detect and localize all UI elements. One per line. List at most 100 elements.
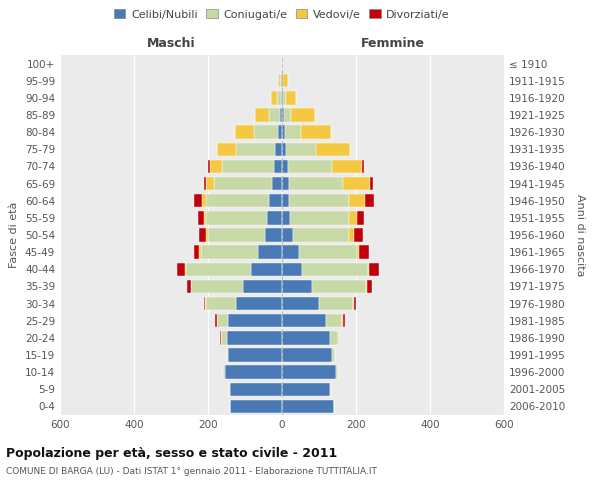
- Bar: [199, 246, 200, 259]
- Bar: [215, 314, 217, 328]
- Bar: [205, 297, 206, 310]
- Bar: [230, 400, 282, 413]
- Bar: [258, 246, 282, 259]
- Bar: [354, 297, 356, 310]
- Bar: [282, 211, 290, 224]
- Bar: [199, 211, 204, 224]
- Bar: [282, 382, 330, 396]
- Bar: [286, 142, 316, 156]
- Bar: [311, 280, 367, 293]
- Bar: [291, 108, 316, 122]
- Bar: [224, 366, 282, 379]
- Bar: [282, 160, 287, 173]
- Bar: [223, 366, 224, 379]
- Bar: [199, 228, 206, 241]
- Bar: [265, 228, 282, 241]
- Bar: [299, 246, 357, 259]
- Bar: [204, 211, 206, 224]
- Legend: Celibi/Nubili, Coniugati/e, Vedovi/e, Divorziati/e: Celibi/Nubili, Coniugati/e, Vedovi/e, Di…: [110, 5, 454, 24]
- Bar: [286, 91, 296, 104]
- Bar: [368, 262, 370, 276]
- Bar: [357, 211, 364, 224]
- Bar: [284, 108, 291, 122]
- Bar: [206, 194, 269, 207]
- Bar: [255, 108, 269, 122]
- Bar: [342, 314, 343, 328]
- Bar: [282, 142, 286, 156]
- Bar: [282, 126, 285, 139]
- Bar: [319, 297, 353, 310]
- Bar: [177, 262, 185, 276]
- Text: Popolazione per età, sesso e stato civile - 2011: Popolazione per età, sesso e stato civil…: [6, 448, 337, 460]
- Bar: [277, 91, 281, 104]
- Bar: [365, 194, 374, 207]
- Bar: [236, 297, 282, 310]
- Bar: [229, 314, 282, 328]
- Bar: [353, 297, 354, 310]
- Bar: [187, 280, 191, 293]
- Bar: [194, 246, 199, 259]
- Bar: [227, 348, 229, 362]
- Bar: [289, 177, 343, 190]
- Bar: [349, 228, 354, 241]
- Bar: [194, 194, 202, 207]
- Bar: [282, 262, 302, 276]
- Bar: [282, 366, 335, 379]
- Bar: [206, 177, 214, 190]
- Bar: [275, 142, 282, 156]
- Bar: [343, 314, 344, 328]
- Text: Femmine: Femmine: [361, 37, 425, 50]
- Bar: [271, 91, 277, 104]
- Bar: [236, 142, 275, 156]
- Bar: [330, 331, 338, 344]
- Bar: [202, 194, 206, 207]
- Y-axis label: Fasce di età: Fasce di età: [10, 202, 19, 268]
- Bar: [316, 142, 350, 156]
- Bar: [206, 297, 236, 310]
- Bar: [367, 280, 372, 293]
- Bar: [208, 160, 210, 173]
- Bar: [357, 246, 359, 259]
- Bar: [282, 314, 326, 328]
- Bar: [254, 126, 278, 139]
- Bar: [283, 74, 288, 88]
- Bar: [285, 126, 301, 139]
- Bar: [217, 142, 236, 156]
- Bar: [370, 177, 373, 190]
- Bar: [281, 91, 282, 104]
- Bar: [229, 348, 282, 362]
- Bar: [332, 348, 335, 362]
- Bar: [267, 211, 282, 224]
- Bar: [282, 348, 332, 362]
- Bar: [282, 280, 311, 293]
- Bar: [370, 262, 379, 276]
- Bar: [243, 280, 282, 293]
- Bar: [282, 194, 289, 207]
- Bar: [282, 246, 299, 259]
- Bar: [282, 331, 330, 344]
- Bar: [222, 160, 274, 173]
- Y-axis label: Anni di nascita: Anni di nascita: [575, 194, 585, 276]
- Bar: [280, 108, 282, 122]
- Bar: [204, 177, 206, 190]
- Bar: [272, 177, 282, 190]
- Bar: [230, 382, 282, 396]
- Bar: [208, 228, 265, 241]
- Bar: [330, 382, 331, 396]
- Bar: [206, 211, 267, 224]
- Bar: [283, 91, 286, 104]
- Bar: [206, 228, 208, 241]
- Bar: [282, 91, 283, 104]
- Bar: [229, 382, 230, 396]
- Bar: [217, 314, 229, 328]
- Bar: [359, 246, 368, 259]
- Bar: [200, 246, 258, 259]
- Bar: [191, 280, 243, 293]
- Bar: [278, 74, 280, 88]
- Bar: [282, 297, 319, 310]
- Bar: [278, 126, 282, 139]
- Bar: [338, 331, 340, 344]
- Bar: [280, 74, 281, 88]
- Bar: [289, 194, 349, 207]
- Bar: [302, 262, 368, 276]
